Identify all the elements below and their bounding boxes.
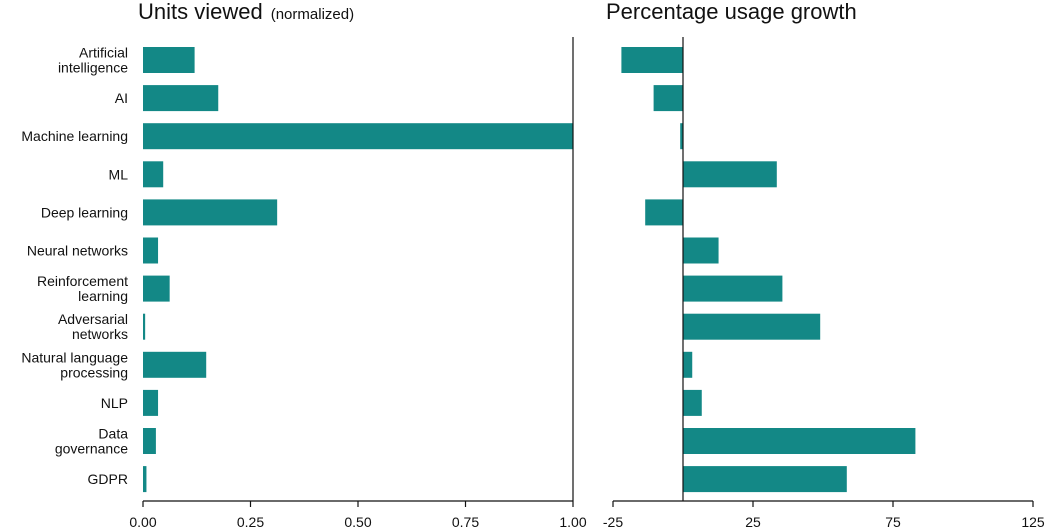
usage-growth-tick-label: -25 [603, 514, 623, 529]
category-label-ai: AI [115, 90, 128, 106]
category-label-natural-language-processing: Natural language processing [21, 349, 128, 380]
category-label-machine-learning: Machine learning [21, 128, 128, 144]
category-label-line: Reinforcement [37, 273, 128, 289]
usage-growth-bar-data-governance [683, 428, 916, 454]
category-label-adversarial-networks: Adversarial networks [58, 311, 128, 342]
category-label-nlp: NLP [101, 395, 128, 411]
usage-growth-tick-label: 75 [885, 514, 901, 529]
units-viewed-tick-label: 0.75 [452, 514, 479, 529]
category-label-line: NLP [101, 395, 128, 411]
units-viewed-bar-neural-networks [143, 237, 159, 264]
units-viewed-title-text: Units viewed [138, 0, 263, 24]
units-viewed-title: Units viewed (normalized) [138, 0, 354, 24]
usage-growth-bars [621, 47, 916, 493]
usage-growth-bar-nlp [683, 389, 702, 416]
usage-growth-bar-neural-networks [683, 237, 719, 264]
category-label-line: Data [98, 426, 128, 442]
category-label-line: Adversarial [58, 311, 128, 327]
category-label-line: Deep learning [41, 204, 128, 220]
units-viewed-bar-adversarial-networks [143, 313, 146, 340]
usage-growth-panel: Percentage usage growth -25 25 75 125 [603, 0, 1045, 529]
category-label-gdpr: GDPR [88, 471, 128, 487]
units-viewed-bar-reinforcement-learning [143, 275, 170, 302]
units-viewed-bar-gdpr [143, 466, 147, 493]
units-viewed-tick-label: 0.25 [237, 514, 264, 529]
units-viewed-panel: Units viewed (normalized) Artificial intel… [21, 0, 586, 529]
units-viewed-bar-ai [143, 85, 219, 112]
units-viewed-bar-ml [143, 161, 164, 188]
usage-growth-tick-label: 125 [1021, 514, 1045, 529]
category-label-line: learning [78, 288, 128, 304]
units-viewed-bar-machine-learning [143, 123, 573, 150]
usage-growth-tick-label: 25 [745, 514, 761, 529]
category-label-artificial-intelligence: Artificial intelligence [58, 45, 128, 76]
usage-growth-bar-gdpr [683, 466, 847, 493]
category-label-line: Artificial [79, 45, 128, 61]
category-label-line: GDPR [88, 471, 128, 487]
category-label-line: Machine learning [21, 128, 128, 144]
usage-growth-bar-ml [683, 161, 777, 188]
usage-growth-bar-reinforcement-learning [683, 275, 783, 302]
units-viewed-tick-label: 0.00 [129, 514, 156, 529]
units-viewed-bars [143, 47, 573, 493]
usage-growth-bar-adversarial-networks [683, 313, 821, 340]
units-viewed-subtitle: (normalized) [271, 6, 354, 23]
units-viewed-tick-label: 0.50 [344, 514, 371, 529]
category-label-line: ML [109, 166, 129, 182]
usage-growth-bar-artificial-intelligence [621, 47, 683, 73]
usage-growth-axis: -25 25 75 125 [603, 37, 1045, 529]
usage-growth-title: Percentage usage growth [606, 0, 857, 24]
units-viewed-bar-data-governance [143, 428, 156, 454]
category-label-deep-learning: Deep learning [41, 204, 128, 220]
category-label-ml: ML [109, 166, 129, 182]
category-label-line: governance [55, 441, 128, 457]
category-label-line: AI [115, 90, 128, 106]
category-label-line: processing [60, 364, 128, 380]
usage-growth-bar-deep-learning [645, 199, 683, 226]
category-label-line: Natural language [21, 349, 128, 365]
units-viewed-bar-nlp [143, 389, 159, 416]
category-label-data-governance: Data governance [55, 426, 128, 457]
usage-growth-bar-ai [653, 85, 683, 112]
units-viewed-bar-artificial-intelligence [143, 47, 195, 73]
category-label-reinforcement-learning: Reinforcement learning [37, 273, 128, 304]
units-viewed-tick-label: 1.00 [559, 514, 586, 529]
category-label-line: networks [72, 326, 128, 342]
usage-growth-bar-natural-language-processing [683, 351, 693, 378]
category-label-line: intelligence [58, 60, 128, 76]
category-label-line: Neural networks [27, 243, 128, 259]
units-viewed-bar-natural-language-processing [143, 351, 207, 378]
usage-growth-bar-machine-learning [680, 123, 683, 150]
units-viewed-axis: 0.00 0.25 0.50 0.75 1.00 [129, 37, 587, 529]
units-viewed-bar-deep-learning [143, 199, 278, 226]
category-labels: Artificial intelligence AI Machine learning… [21, 45, 128, 488]
category-label-neural-networks: Neural networks [27, 243, 128, 259]
